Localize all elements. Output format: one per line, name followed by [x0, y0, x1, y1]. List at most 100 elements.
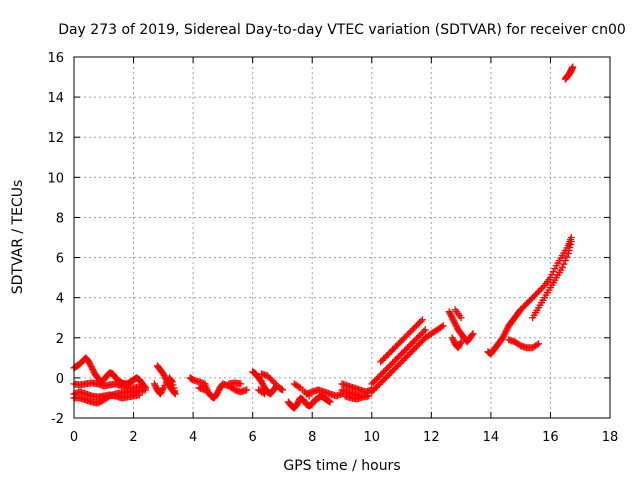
data-point	[549, 268, 557, 276]
data-point	[502, 328, 510, 336]
data-point	[451, 320, 459, 328]
data-point	[457, 314, 465, 322]
data-point	[86, 361, 94, 369]
y-tick-label: 4	[56, 292, 64, 307]
series-segment-m	[561, 63, 577, 83]
x-axis-label: GPS time / hours	[283, 458, 400, 474]
data-point	[546, 274, 554, 282]
data-point	[89, 367, 97, 375]
data-point	[456, 339, 464, 347]
series-segment-d	[70, 388, 144, 402]
y-tick-label: 10	[47, 171, 64, 186]
x-tick-label: 6	[249, 430, 257, 445]
data-point	[417, 317, 425, 325]
series-segment-i	[338, 380, 376, 403]
data-point	[153, 386, 161, 394]
data-point	[326, 398, 334, 406]
x-tick-label: 14	[483, 430, 500, 445]
data-point	[447, 312, 455, 320]
grid	[74, 57, 610, 418]
y-tick-label: 0	[56, 372, 64, 387]
data-point	[171, 390, 179, 398]
data-point	[418, 316, 426, 324]
axis-ticks	[73, 56, 611, 419]
data-point	[448, 314, 456, 322]
data-point	[500, 332, 508, 340]
data-point	[259, 381, 267, 389]
data-point	[305, 392, 313, 400]
y-tick-label: 2	[56, 332, 64, 347]
y-tick-label: 12	[47, 131, 64, 146]
data-point	[295, 383, 303, 391]
data-point	[453, 323, 461, 331]
series-segment-e	[150, 362, 179, 398]
data-point	[85, 358, 93, 366]
data-point	[214, 387, 222, 395]
data-point	[551, 265, 559, 273]
data-point	[258, 378, 266, 386]
data-point	[448, 334, 456, 342]
data-point	[560, 260, 568, 268]
data-point	[535, 340, 543, 348]
x-tick-label: 0	[70, 430, 78, 445]
data-points	[70, 63, 577, 412]
data-point	[259, 389, 267, 397]
x-tick-label: 12	[423, 430, 440, 445]
data-point	[159, 384, 167, 392]
data-point	[500, 331, 508, 339]
data-point	[421, 326, 429, 334]
data-point	[151, 381, 159, 389]
data-point	[567, 238, 575, 246]
data-point	[452, 321, 460, 329]
data-point	[278, 386, 286, 394]
data-point	[150, 380, 158, 388]
data-point	[457, 338, 465, 346]
series-segment-k	[445, 306, 477, 352]
data-point	[501, 329, 509, 337]
chart-title: Day 273 of 2019, Sidereal Day-to-day VTE…	[58, 22, 626, 38]
data-point	[152, 383, 160, 391]
data-point	[558, 264, 566, 272]
data-point	[455, 342, 463, 350]
data-point	[243, 386, 251, 394]
data-point	[141, 386, 149, 394]
data-point	[170, 384, 178, 392]
data-point	[88, 364, 96, 372]
data-point	[446, 309, 454, 317]
data-point	[445, 308, 453, 316]
data-point	[198, 382, 206, 390]
x-tick-label: 2	[129, 430, 137, 445]
data-point	[533, 341, 541, 349]
data-point	[548, 271, 556, 279]
series-segment-h	[284, 380, 346, 412]
y-tick-label: -2	[51, 412, 64, 427]
data-point	[258, 379, 266, 387]
data-point	[293, 400, 301, 408]
data-point	[499, 334, 507, 342]
data-point	[87, 362, 95, 370]
data-point	[456, 341, 464, 349]
data-point	[503, 325, 511, 333]
data-point	[438, 323, 446, 331]
data-point	[237, 380, 245, 388]
data-point	[569, 63, 577, 71]
data-point	[503, 326, 511, 334]
data-point	[136, 391, 144, 399]
x-tick-label: 10	[364, 430, 381, 445]
y-axis-label: SDTVAR / TECUs	[10, 180, 26, 295]
y-tick-label: 14	[47, 91, 64, 106]
data-point	[447, 311, 455, 319]
data-point	[171, 387, 178, 395]
data-point	[365, 392, 373, 400]
series-segment-f	[186, 374, 251, 402]
series-segment-l	[484, 234, 575, 358]
x-tick-label: 8	[308, 430, 316, 445]
data-point	[153, 384, 161, 392]
data-point	[450, 317, 458, 325]
data-point	[539, 283, 547, 291]
y-tick-label: 6	[56, 252, 64, 267]
data-point	[214, 388, 222, 396]
data-point	[449, 315, 457, 323]
x-tick-label: 4	[189, 430, 197, 445]
